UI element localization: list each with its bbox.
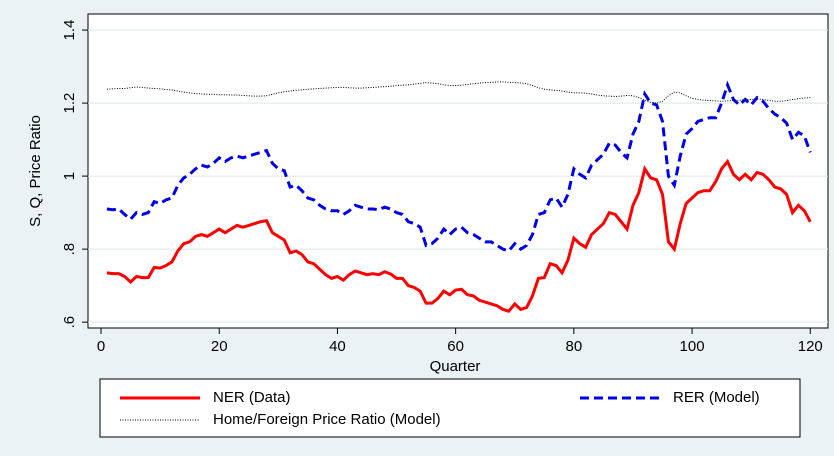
x-tick-label: 100	[680, 338, 705, 355]
legend-label: NER (Data)	[213, 389, 291, 406]
legend	[99, 378, 801, 438]
y-tick-label: 1.4	[61, 20, 78, 41]
series-line	[106, 158, 812, 313]
y-tick-label: .8	[61, 243, 78, 256]
series-line	[106, 81, 811, 104]
x-tick-label: 120	[798, 338, 823, 355]
x-tick-label: 40	[329, 338, 346, 355]
y-tick-label: 1.2	[61, 93, 78, 114]
y-tick-label: 1	[61, 172, 78, 180]
legend-label: Home/Foreign Price Ratio (Model)	[213, 411, 441, 428]
x-tick-label: 60	[447, 338, 464, 355]
plot-area	[87, 13, 829, 329]
y-tick-label: .6	[61, 316, 78, 329]
x-axis-label: Quarter	[430, 358, 481, 375]
x-tick-label: 0	[97, 338, 105, 355]
y-axis-label: S, Q, Price Ratio	[27, 115, 44, 227]
x-tick-label: 20	[211, 338, 228, 355]
x-tick-label: 80	[566, 338, 583, 355]
legend-label: RER (Model)	[673, 389, 760, 406]
